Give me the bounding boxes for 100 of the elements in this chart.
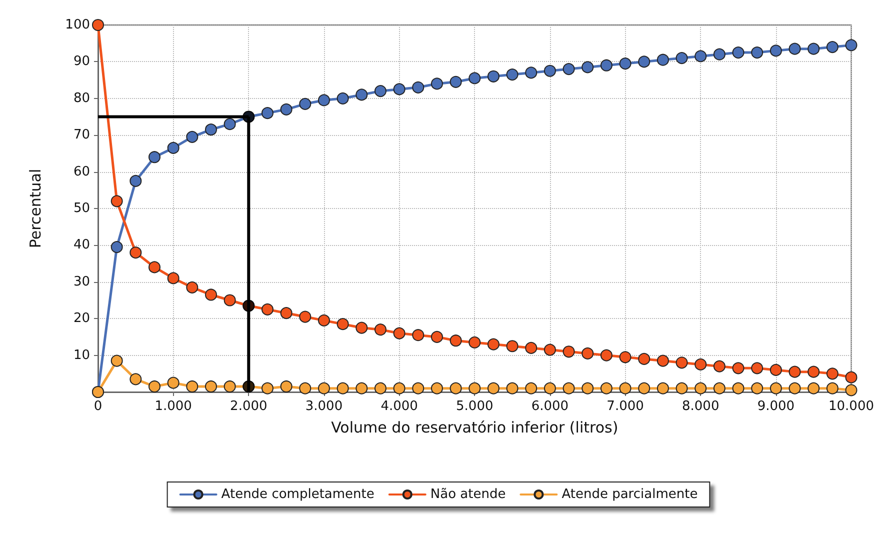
point xyxy=(374,382,386,394)
point xyxy=(732,382,744,394)
point xyxy=(656,54,669,66)
point xyxy=(487,382,500,394)
point xyxy=(619,382,632,394)
y-tick-label: 90 xyxy=(73,54,90,70)
point xyxy=(732,362,744,374)
x-tick-label: 4.000 xyxy=(380,399,418,414)
point xyxy=(694,382,707,394)
y-tick-label: 30 xyxy=(73,274,90,290)
point xyxy=(336,92,349,104)
point xyxy=(393,83,406,96)
point xyxy=(506,340,518,352)
point xyxy=(224,380,236,392)
point xyxy=(732,46,744,59)
point xyxy=(205,288,217,301)
x-tick-label: 8.000 xyxy=(682,399,720,414)
point xyxy=(130,246,142,259)
y-tick-label: 10 xyxy=(73,348,90,363)
point xyxy=(412,382,424,394)
point xyxy=(450,334,462,347)
point xyxy=(468,382,481,394)
point xyxy=(770,382,782,394)
point xyxy=(751,362,764,374)
point xyxy=(487,338,500,350)
x-tick-label: 6.000 xyxy=(531,399,569,414)
point xyxy=(205,380,217,392)
point xyxy=(525,66,538,79)
point xyxy=(506,382,518,394)
point xyxy=(562,382,575,394)
point xyxy=(280,103,292,116)
point xyxy=(148,151,160,164)
point xyxy=(525,342,538,354)
x-tick-label: 3.000 xyxy=(305,399,343,414)
point xyxy=(224,118,236,130)
point xyxy=(430,382,443,394)
point xyxy=(751,382,764,394)
point xyxy=(544,344,556,356)
point xyxy=(770,364,782,376)
x-tick-label: 0 xyxy=(94,399,102,414)
point xyxy=(148,261,160,274)
point xyxy=(224,294,236,306)
point xyxy=(336,318,349,330)
point xyxy=(826,368,838,380)
point xyxy=(582,61,594,74)
point xyxy=(676,356,688,369)
point xyxy=(638,56,650,68)
x-tick-label: 9.000 xyxy=(757,399,795,414)
legend-label: Não atende xyxy=(430,487,506,502)
point xyxy=(356,382,368,394)
point xyxy=(600,59,612,72)
point xyxy=(468,72,481,84)
point xyxy=(788,42,801,55)
point xyxy=(130,174,142,187)
point xyxy=(751,46,764,59)
point xyxy=(167,376,180,389)
point xyxy=(582,382,594,394)
y-tick-label: 40 xyxy=(73,238,90,253)
y-tick-label: 100 xyxy=(65,18,90,32)
point xyxy=(638,382,650,394)
point xyxy=(638,352,650,365)
point xyxy=(186,130,198,143)
point xyxy=(845,371,858,384)
point xyxy=(148,380,160,392)
point xyxy=(393,327,406,340)
point xyxy=(506,68,518,81)
x-tick-label: 1.000 xyxy=(154,399,192,414)
point xyxy=(356,88,368,101)
point xyxy=(110,241,123,254)
point xyxy=(656,354,669,367)
point xyxy=(468,336,481,348)
point xyxy=(318,382,330,394)
point xyxy=(619,58,632,70)
point xyxy=(186,281,198,294)
legend-label: Atende parcialmente xyxy=(562,487,698,502)
x-tick-label: 2.000 xyxy=(230,399,268,414)
point xyxy=(374,85,386,98)
point xyxy=(280,380,292,392)
point xyxy=(619,351,632,364)
point xyxy=(826,382,838,394)
point xyxy=(582,347,594,360)
point xyxy=(562,346,575,358)
y-tick-label: 60 xyxy=(73,164,90,180)
point xyxy=(412,329,424,342)
point xyxy=(713,382,726,394)
point xyxy=(544,64,556,77)
point xyxy=(336,382,349,394)
point xyxy=(205,124,217,136)
point xyxy=(261,382,274,394)
point xyxy=(845,39,858,52)
point xyxy=(713,360,726,372)
y-tick-label: 80 xyxy=(73,90,90,106)
point xyxy=(299,98,312,110)
point xyxy=(788,382,801,394)
point xyxy=(299,310,312,323)
point xyxy=(562,63,575,76)
point xyxy=(770,44,782,57)
point xyxy=(845,384,858,396)
point xyxy=(694,50,707,62)
y-tick-label: 50 xyxy=(73,201,90,216)
